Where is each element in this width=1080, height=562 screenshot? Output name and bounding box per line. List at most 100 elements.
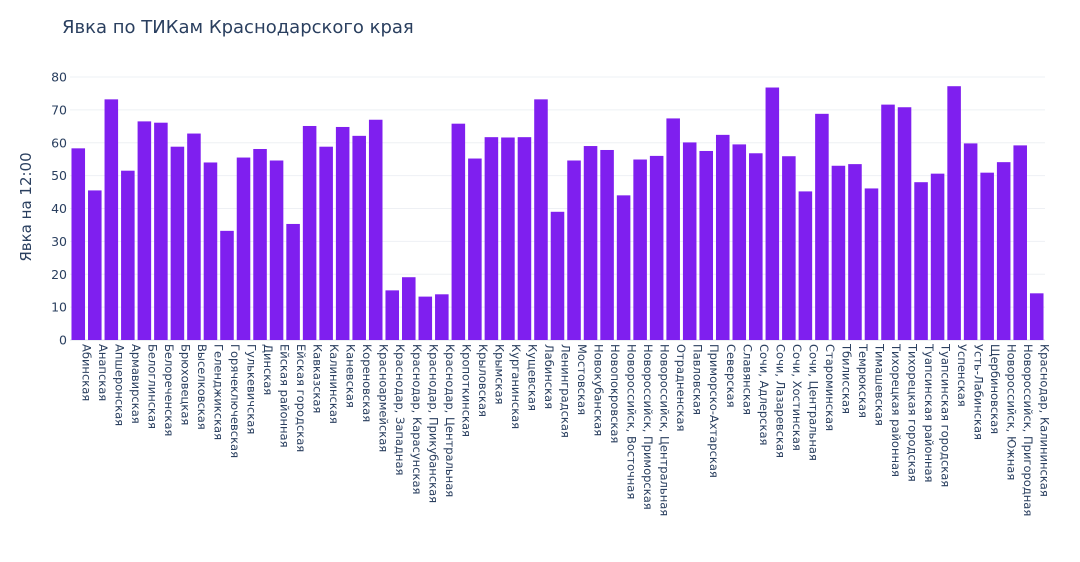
x-tick-label: Кропоткинская <box>459 344 473 437</box>
bar[interactable] <box>881 104 895 341</box>
x-tick-label: Успенская <box>955 344 969 407</box>
bar[interactable] <box>782 156 796 340</box>
bar[interactable] <box>864 188 879 340</box>
bar[interactable] <box>104 99 119 340</box>
x-tick-label: Анапская <box>96 344 110 401</box>
bar[interactable] <box>815 113 829 340</box>
bar[interactable] <box>468 158 482 340</box>
bar[interactable] <box>567 160 581 340</box>
bar[interactable] <box>798 191 813 340</box>
x-tick-label: Павловская <box>691 344 705 415</box>
x-tick-label: Калининская <box>327 344 341 424</box>
bar[interactable] <box>550 211 565 340</box>
bar[interactable] <box>996 162 1011 340</box>
x-tick-label: Геленджикская <box>211 344 225 440</box>
bar[interactable] <box>368 119 383 340</box>
x-tick-label: Новокубанская <box>592 344 606 436</box>
bar[interactable] <box>352 135 366 340</box>
bar[interactable] <box>914 182 928 340</box>
bar[interactable] <box>220 230 234 340</box>
x-axis-ticks: Абинская Анапская Апшеронская Армавирская Бе… <box>79 343 1051 516</box>
bar[interactable] <box>187 133 201 340</box>
bar[interactable] <box>501 137 515 340</box>
bar[interactable] <box>435 294 449 340</box>
bar[interactable] <box>831 165 846 340</box>
x-tick-label: Новороссийск, Южная <box>1005 344 1019 480</box>
bar[interactable] <box>534 99 548 340</box>
bar[interactable] <box>980 172 994 340</box>
x-tick-label: Краснодар, Центральная <box>443 344 457 497</box>
bar[interactable] <box>583 146 598 340</box>
x-tick-label: Ленинградская <box>559 344 573 438</box>
x-tick-label: Крыловская <box>476 344 490 417</box>
bar[interactable] <box>286 223 300 340</box>
bar[interactable] <box>71 148 86 340</box>
bar[interactable] <box>947 86 961 340</box>
x-tick-label: Белореченская <box>162 344 176 436</box>
x-tick-label: Кущевская <box>525 344 539 411</box>
x-tick-label: Усть-Лабинская <box>972 344 986 440</box>
bar[interactable] <box>616 195 631 340</box>
bar[interactable] <box>335 126 350 340</box>
bar[interactable] <box>484 137 499 340</box>
bar[interactable] <box>699 150 714 340</box>
bar[interactable] <box>715 134 730 340</box>
x-tick-label: Тихорецкая районная <box>889 343 903 477</box>
x-tick-label: Щербиновская <box>988 344 1002 434</box>
bar[interactable] <box>666 118 680 340</box>
x-tick-label: Северская <box>724 344 738 408</box>
bar[interactable] <box>269 160 284 340</box>
y-tick-label: 80 <box>51 70 67 85</box>
x-tick-label: Туапсинская районная <box>922 343 936 482</box>
bar[interactable] <box>302 125 317 340</box>
bar[interactable] <box>137 121 152 340</box>
x-tick-label: Абинская <box>79 344 93 401</box>
x-tick-label: Новороссийск, Восточная <box>625 344 639 499</box>
bar[interactable] <box>401 277 416 340</box>
x-tick-label: Ейская городская <box>294 344 308 452</box>
x-tick-label: Апшеронская <box>112 344 126 426</box>
bar[interactable] <box>517 137 532 340</box>
y-tick-label: 10 <box>51 300 67 315</box>
y-axis-label: Явка на 12:00 <box>17 152 35 261</box>
bar[interactable] <box>121 170 135 340</box>
bar[interactable] <box>732 144 747 340</box>
bar[interactable] <box>897 107 912 341</box>
bar[interactable] <box>963 143 978 340</box>
bar[interactable] <box>236 157 251 340</box>
x-tick-label: Тихорецкая городская <box>906 343 920 482</box>
y-tick-label: 0 <box>59 333 67 348</box>
bar[interactable] <box>253 148 267 340</box>
bar[interactable] <box>203 162 218 340</box>
x-tick-label: Приморско-Ахтарская <box>707 344 721 478</box>
bar[interactable] <box>682 142 697 340</box>
bar[interactable] <box>633 159 647 340</box>
y-tick-label: 20 <box>51 267 67 282</box>
x-tick-label: Кореновская <box>360 344 374 422</box>
bar[interactable] <box>600 149 614 340</box>
x-tick-label: Брюховецкая <box>178 344 192 425</box>
y-tick-label: 60 <box>51 135 67 150</box>
bar[interactable] <box>649 155 664 340</box>
bar[interactable] <box>1013 145 1027 340</box>
bar[interactable] <box>1029 293 1044 340</box>
bar[interactable] <box>749 153 763 340</box>
y-axis-ticks: 0 10 20 30 40 50 60 70 80 <box>51 70 67 348</box>
bar[interactable] <box>385 290 400 340</box>
x-tick-label: Краснодар, Карасунская <box>410 344 424 494</box>
chart-title: Явка по ТИКам Краснодарского края <box>62 17 414 38</box>
bar[interactable] <box>418 296 433 340</box>
bar[interactable] <box>154 122 168 340</box>
bar[interactable] <box>319 146 333 340</box>
x-tick-label: Сочи, Адлерская <box>757 344 771 445</box>
bar[interactable] <box>88 190 102 340</box>
x-tick-label: Краснодар, Калининская <box>1038 344 1052 497</box>
x-tick-label: Краснодар, Прикубанская <box>426 344 440 503</box>
bar[interactable] <box>170 146 185 340</box>
bar[interactable] <box>451 123 466 341</box>
bar[interactable] <box>765 87 780 341</box>
x-tick-label: Новороссийск, Пригородная <box>1021 344 1035 516</box>
bar[interactable] <box>848 164 862 340</box>
bar[interactable] <box>930 173 945 340</box>
y-tick-label: 50 <box>51 168 67 183</box>
